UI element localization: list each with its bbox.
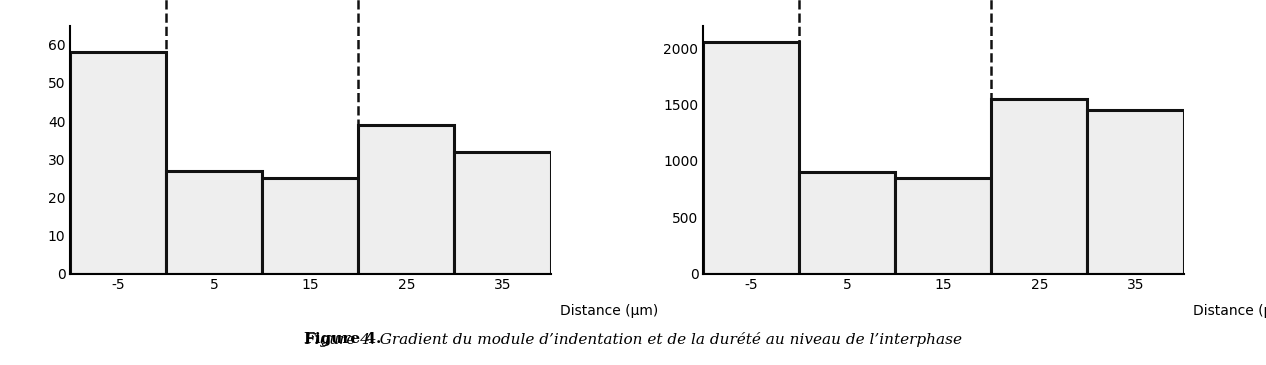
Text: Distance (μm): Distance (μm) — [561, 304, 658, 318]
Bar — [895, 178, 991, 274]
Bar — [262, 178, 358, 274]
Bar — [358, 125, 454, 274]
Bar — [70, 52, 166, 274]
Bar — [454, 151, 551, 274]
Text: Distance (μm): Distance (μm) — [1194, 304, 1266, 318]
Bar — [166, 171, 262, 274]
Text: Figure 4.: Figure 4. — [304, 333, 381, 346]
Bar — [799, 172, 895, 274]
Bar — [991, 99, 1087, 274]
Bar — [703, 42, 799, 274]
Text: Figure 4. Gradient du module d’indentation et de la durété au niveau de l’interp: Figure 4. Gradient du module d’indentati… — [304, 332, 962, 347]
Bar — [1087, 110, 1184, 274]
